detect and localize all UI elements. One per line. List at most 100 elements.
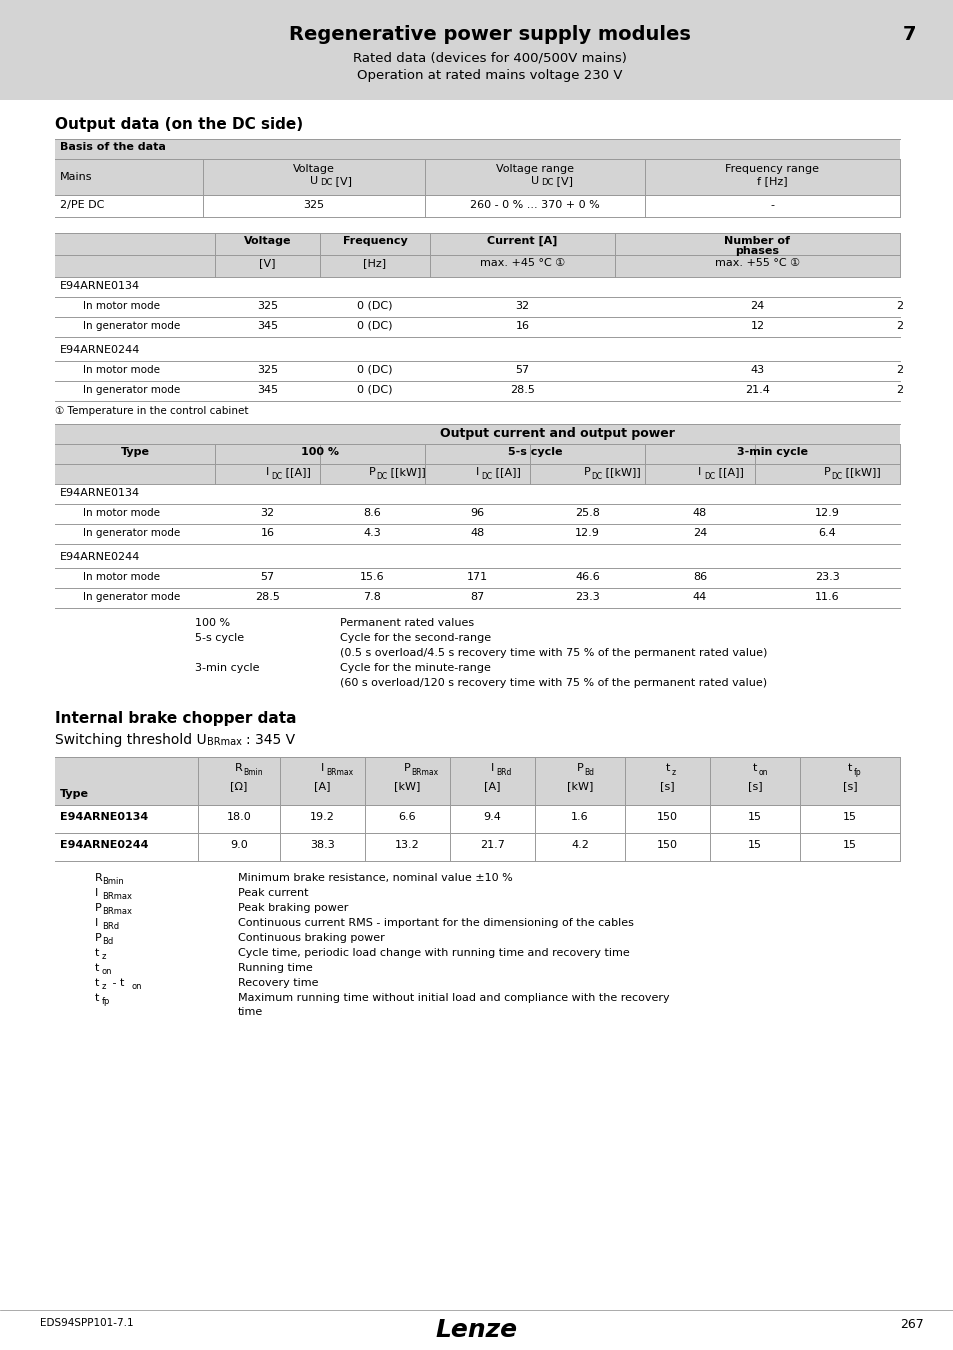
Text: 32: 32 [515,301,529,310]
Text: 38.3: 38.3 [310,840,335,850]
Text: ① Temperature in the control cabinet: ① Temperature in the control cabinet [55,406,248,416]
Text: 345: 345 [256,321,277,331]
Text: 23.3: 23.3 [814,572,839,582]
Text: 2: 2 [896,385,902,396]
Text: 260 - 0 % ... 370 + 0 %: 260 - 0 % ... 370 + 0 % [470,200,599,211]
Text: I: I [476,467,478,477]
Text: t: t [95,994,99,1003]
Text: 2/PE DC: 2/PE DC [60,200,104,211]
Text: P: P [404,763,411,774]
Text: 57: 57 [515,364,529,375]
Text: 100 %: 100 % [194,618,230,628]
Text: 7.8: 7.8 [363,593,381,602]
Text: 86: 86 [692,572,706,582]
Text: DC: DC [272,472,282,481]
Text: Bd: Bd [583,768,594,778]
Text: 2: 2 [896,321,902,331]
Text: Voltage: Voltage [244,236,291,246]
Text: U: U [310,176,317,186]
Text: Current [A]: Current [A] [487,236,558,246]
Text: 0 (DC): 0 (DC) [356,364,393,375]
Text: Permanent rated values: Permanent rated values [339,618,474,628]
Text: [A]: [A] [314,782,331,791]
Text: 16: 16 [515,321,529,331]
Text: t: t [95,948,99,958]
Text: 87: 87 [470,593,484,602]
Bar [55,139,899,159]
Text: E94ARNE0134: E94ARNE0134 [60,487,140,498]
Text: on: on [132,981,142,991]
Text: 325: 325 [303,200,324,211]
Text: Type: Type [120,447,150,458]
Text: 15.6: 15.6 [360,572,384,582]
Text: In motor mode: In motor mode [83,572,160,582]
Text: 150: 150 [657,811,678,822]
Text: 15: 15 [747,840,761,850]
Text: 5-s cycle: 5-s cycle [507,447,561,458]
Text: [s]: [s] [747,782,761,791]
Text: R: R [234,763,243,774]
Text: fp: fp [853,768,861,778]
Text: 325: 325 [256,364,277,375]
Text: z: z [102,952,107,961]
Text: P: P [823,467,830,477]
Text: Recovery time: Recovery time [237,977,318,988]
Text: Minimum brake resistance, nominal value ±10 %: Minimum brake resistance, nominal value … [237,873,512,883]
Text: 13.2: 13.2 [395,840,419,850]
Text: In generator mode: In generator mode [83,593,180,602]
Text: 18.0: 18.0 [227,811,251,822]
Text: 11.6: 11.6 [814,593,839,602]
Text: [s]: [s] [841,782,857,791]
Text: Peak current: Peak current [237,888,308,898]
Text: BRmax: BRmax [102,892,132,900]
Text: R: R [95,873,103,883]
Text: 4.3: 4.3 [363,528,381,539]
Text: on: on [102,967,112,976]
Text: time: time [237,1007,263,1017]
Text: Bd: Bd [102,937,113,946]
Text: 57: 57 [260,572,274,582]
Text: BRmax: BRmax [102,907,132,917]
Text: 32: 32 [260,508,274,518]
Text: Cycle time, periodic load change with running time and recovery time: Cycle time, periodic load change with ru… [237,948,629,958]
Text: E94ARNE0244: E94ARNE0244 [60,346,140,355]
Text: max. +45 °C ①: max. +45 °C ① [479,258,564,269]
Text: Peak braking power: Peak braking power [237,903,348,913]
Text: [kW]: [kW] [394,782,420,791]
Text: BRmax: BRmax [207,737,242,747]
Text: Number of: Number of [723,236,790,246]
Text: DC: DC [703,472,715,481]
Text: max. +55 °C ①: max. +55 °C ① [714,258,800,269]
Text: 12.9: 12.9 [575,528,599,539]
Text: [[kW]]: [[kW]] [841,467,881,477]
Text: I: I [491,763,494,774]
Text: E94ARNE0134: E94ARNE0134 [60,811,148,822]
Text: BRmax: BRmax [326,768,354,778]
Text: In motor mode: In motor mode [83,364,160,375]
Text: t: t [664,763,669,774]
Text: 12.9: 12.9 [814,508,839,518]
Text: Internal brake chopper data: Internal brake chopper data [55,711,296,726]
Text: In motor mode: In motor mode [83,508,160,518]
Text: 325: 325 [256,301,277,310]
Text: P: P [583,467,590,477]
Text: U: U [531,176,538,186]
Text: 48: 48 [470,528,484,539]
Text: 9.0: 9.0 [230,840,248,850]
Text: (0.5 s overload/4.5 s recovery time with 75 % of the permanent rated value): (0.5 s overload/4.5 s recovery time with… [339,648,766,657]
Text: Cycle for the minute-range: Cycle for the minute-range [339,663,491,674]
Text: 2: 2 [896,301,902,310]
Text: [Ω]: [Ω] [230,782,248,791]
Text: 3-min cycle: 3-min cycle [737,447,807,458]
Text: Basis of the data: Basis of the data [60,142,166,153]
Text: I: I [698,467,700,477]
Text: [[A]]: [[A]] [714,467,743,477]
Text: Maximum running time without initial load and compliance with the recovery: Maximum running time without initial loa… [237,994,669,1003]
Bar [55,159,899,194]
Text: In generator mode: In generator mode [83,385,180,396]
Text: DC: DC [591,472,602,481]
Text: P: P [369,467,375,477]
Text: 0 (DC): 0 (DC) [356,301,393,310]
Text: EDS94SPP101-7.1: EDS94SPP101-7.1 [40,1318,133,1328]
Text: In motor mode: In motor mode [83,301,160,310]
